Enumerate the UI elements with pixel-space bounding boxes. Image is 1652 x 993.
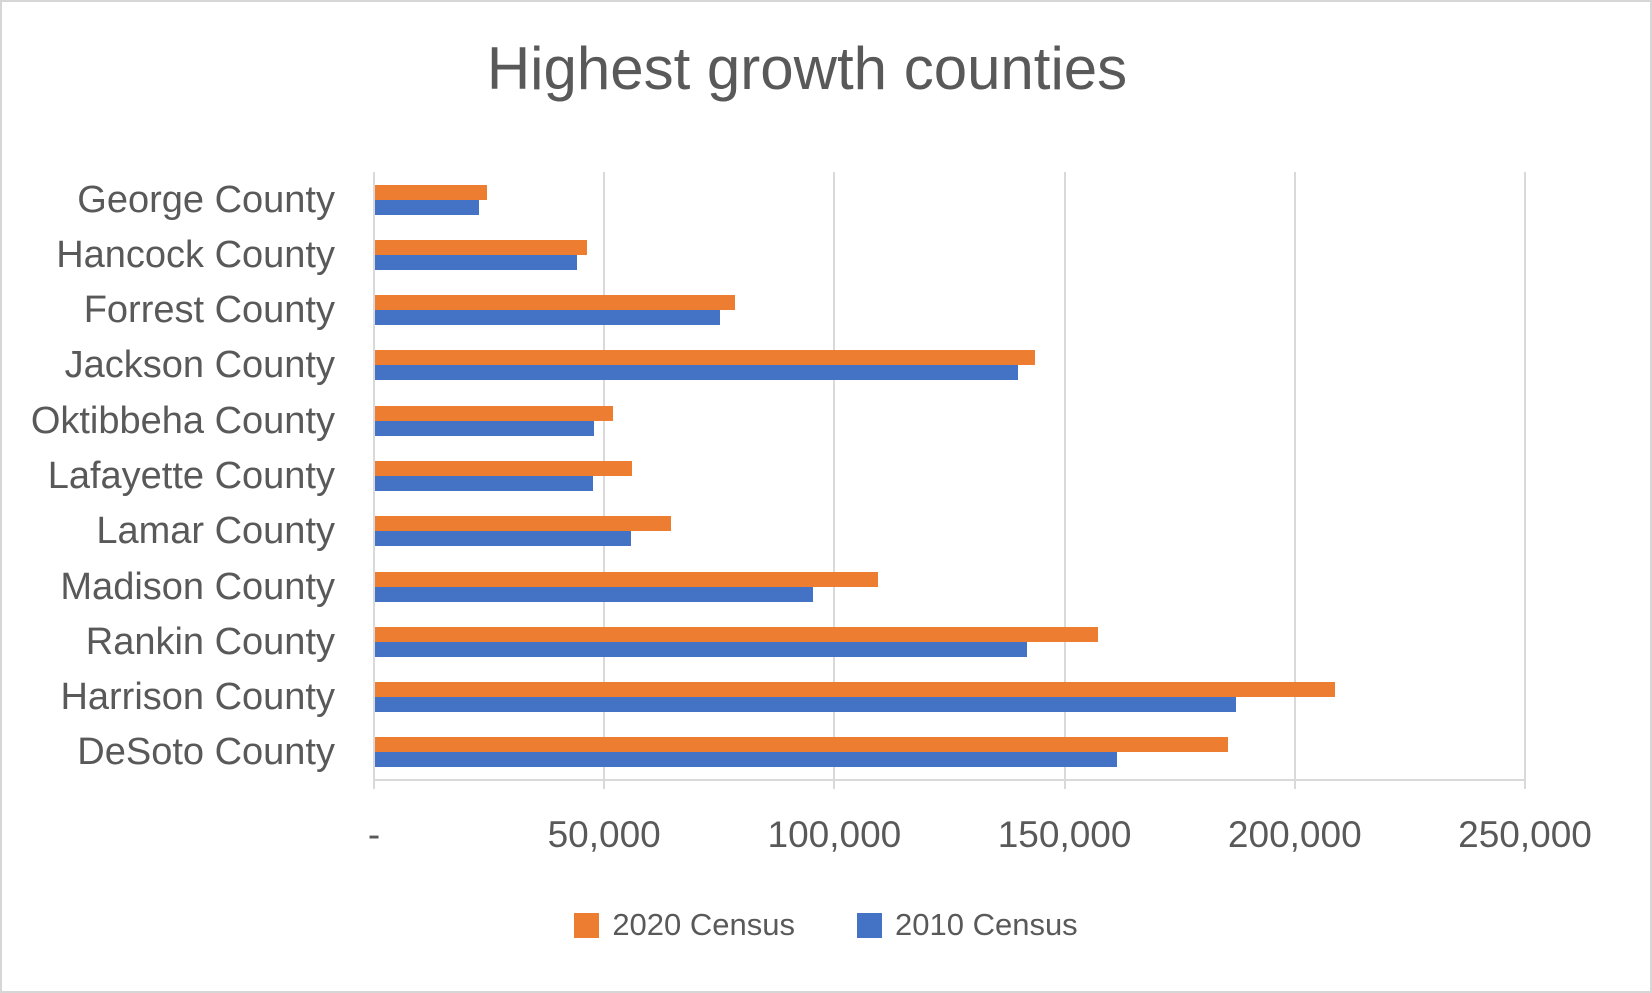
legend-swatch <box>857 912 882 938</box>
bar-2010-oktibbeha-county <box>375 420 594 436</box>
bar-2020-rankin-county <box>375 626 1098 642</box>
gridline-vertical <box>603 172 606 780</box>
bar-2020-harrison-county <box>375 682 1335 698</box>
bar-2010-forrest-county <box>375 310 720 326</box>
bar-2010-harrison-county <box>375 697 1236 713</box>
gridline-vertical <box>1293 172 1296 780</box>
bar-2010-jackson-county <box>375 365 1018 381</box>
bar-2020-jackson-county <box>375 350 1035 366</box>
y-axis-category-label: Jackson County <box>64 344 335 387</box>
x-axis-tick <box>603 780 606 789</box>
x-axis-tick-label: 200,000 <box>1227 814 1362 855</box>
y-axis-category-label: Hancock County <box>56 233 335 276</box>
bar-2020-lafayette-county <box>375 461 632 476</box>
bar-2010-lamar-county <box>375 531 631 547</box>
gridline-vertical <box>1063 172 1066 780</box>
bar-2010-madison-county <box>375 586 813 602</box>
legend: 2020 Census 2010 Census <box>2 907 1650 943</box>
bar-2010-lafayette-county <box>375 476 593 491</box>
bar-2020-hancock-county <box>375 239 587 255</box>
legend-item: 2020 Census <box>574 907 795 943</box>
legend-item: 2010 Census <box>857 907 1078 943</box>
bar-2010-rankin-county <box>375 641 1027 657</box>
x-axis-tick <box>1524 780 1526 789</box>
bar-2010-george-county <box>375 199 479 215</box>
y-axis-category-label: Oktibbeha County <box>30 399 335 442</box>
x-axis-tick-label: 100,000 <box>767 814 902 855</box>
y-axis-category-label: George County <box>77 178 335 221</box>
y-axis-category-label: Lamar County <box>96 510 335 553</box>
y-axis-category-label: Lafayette County <box>47 455 335 497</box>
legend-swatch <box>574 912 600 938</box>
bar-2020-oktibbeha-county <box>375 405 613 421</box>
legend-label: 2020 Census <box>612 907 795 942</box>
x-axis-tick-label: - <box>367 814 381 855</box>
bar-2020-george-county <box>375 184 487 200</box>
x-axis-tick <box>1293 780 1296 789</box>
x-axis-tick-label: 250,000 <box>1458 814 1592 855</box>
y-axis-category-label: Rankin County <box>85 620 335 663</box>
x-axis-tick-label: 150,000 <box>997 814 1132 855</box>
bar-2020-forrest-county <box>375 295 735 311</box>
x-axis-line <box>374 779 1525 781</box>
gridline-vertical <box>1524 172 1526 780</box>
y-axis-category-label: Madison County <box>60 565 335 608</box>
y-axis-category-label: Harrison County <box>60 676 335 719</box>
x-axis-tick <box>373 780 375 789</box>
x-axis-tick-label: 50,000 <box>547 814 661 855</box>
y-axis-category-label: DeSoto County <box>77 731 335 774</box>
bar-2020-desoto-county <box>375 737 1228 753</box>
x-axis-tick <box>1063 780 1066 789</box>
x-axis-tick <box>833 780 836 789</box>
bar-2020-madison-county <box>375 571 878 587</box>
bar-2020-lamar-county <box>375 516 671 532</box>
legend-label: 2010 Census <box>895 907 1078 942</box>
y-axis-line <box>373 172 375 780</box>
bar-2010-hancock-county <box>375 254 577 270</box>
y-axis-category-label: Forrest County <box>83 289 335 332</box>
gridline-vertical <box>833 172 836 780</box>
bar-2010-desoto-county <box>375 752 1117 768</box>
chart-title: Highest growth counties <box>486 35 1128 102</box>
